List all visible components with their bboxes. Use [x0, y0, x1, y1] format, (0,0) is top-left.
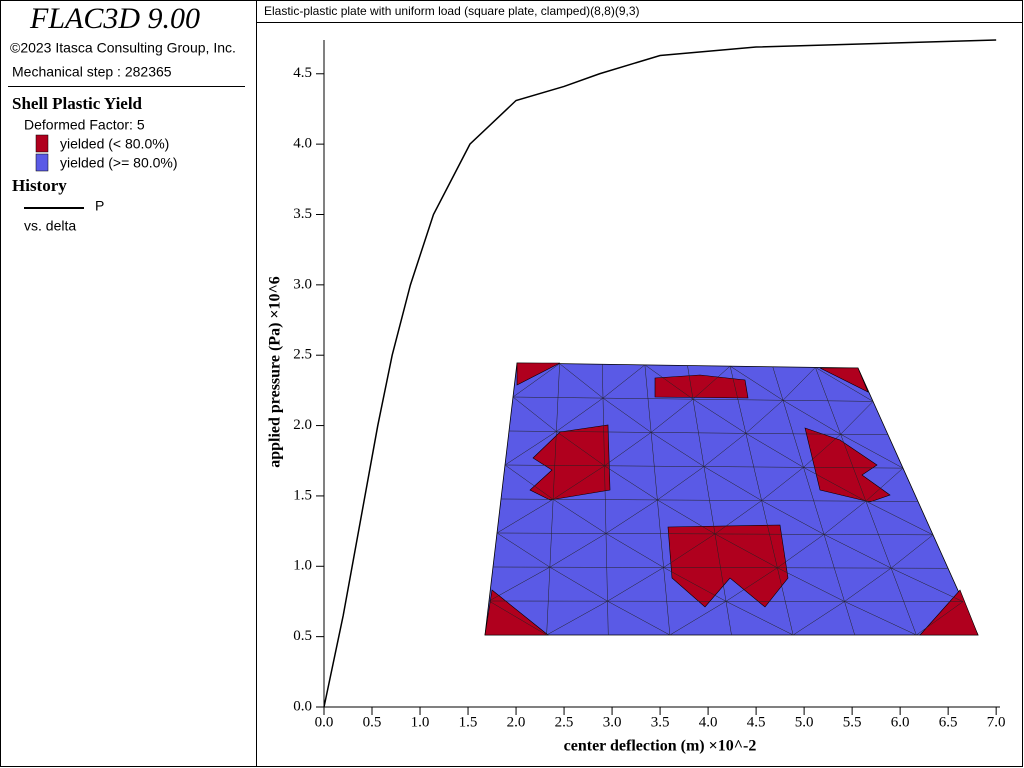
- x-tick-label: 0.0: [315, 714, 334, 730]
- copyright: ©2023 Itasca Consulting Group, Inc.: [10, 40, 236, 56]
- history-name: P: [95, 198, 104, 214]
- y-tick-label: 1.0: [293, 558, 312, 574]
- y-tick-label: 0.5: [293, 628, 312, 644]
- legend-swatch: [35, 134, 49, 153]
- y-tick-label: 3.5: [293, 206, 312, 222]
- plot-heading: Shell Plastic Yield: [12, 94, 143, 113]
- legend-label: yielded (< 80.0%): [60, 136, 169, 152]
- y-tick-label: 0.0: [293, 698, 312, 714]
- x-tick-label: 6.0: [891, 714, 910, 730]
- x-tick-label: 0.5: [363, 714, 382, 730]
- x-tick-label: 3.5: [651, 714, 670, 730]
- x-tick-label: 5.5: [843, 714, 862, 730]
- legend-swatch: [35, 153, 49, 172]
- x-tick-label: 1.5: [459, 714, 478, 730]
- y-tick-label: 4.5: [293, 65, 312, 81]
- x-tick-label: 6.5: [939, 714, 958, 730]
- y-tick-label: 2.5: [293, 347, 312, 363]
- plate-model-image: [484, 362, 979, 636]
- history-line: [323, 39, 997, 708]
- y-axis-label: applied pressure (Pa) ×10^6: [267, 276, 284, 468]
- yield-legend: yielded (< 80.0%) yielded (>= 80.0%): [35, 134, 178, 172]
- x-tick-label: 4.5: [747, 714, 766, 730]
- history-heading: History: [12, 176, 67, 195]
- y-tick-label: 3.0: [293, 276, 312, 292]
- plot-title: Elastic-plastic plate with uniform load …: [264, 4, 640, 18]
- x-axis-label: center deflection (m) ×10^-2: [564, 738, 757, 755]
- x-tick-label: 4.0: [699, 714, 718, 730]
- history-versus: vs. delta: [24, 218, 76, 234]
- y-tick-label: 2.0: [293, 417, 312, 433]
- x-tick-label: 5.0: [795, 714, 814, 730]
- x-tick-label: 3.0: [603, 714, 622, 730]
- product-name: FLAC3D 9.00: [29, 2, 200, 35]
- x-tick-label: 1.0: [411, 714, 430, 730]
- deformed-factor: Deformed Factor: 5: [24, 117, 145, 133]
- step: Mechanical step : 282365: [12, 64, 172, 80]
- y-tick-label: 4.0: [293, 136, 312, 152]
- legend-label: yielded (>= 80.0%): [60, 155, 178, 171]
- y-tick-label: 1.5: [293, 487, 312, 503]
- x-tick-label: 2.0: [507, 714, 526, 730]
- x-tick-label: 2.5: [555, 714, 574, 730]
- x-tick-label: 7.0: [987, 714, 1006, 730]
